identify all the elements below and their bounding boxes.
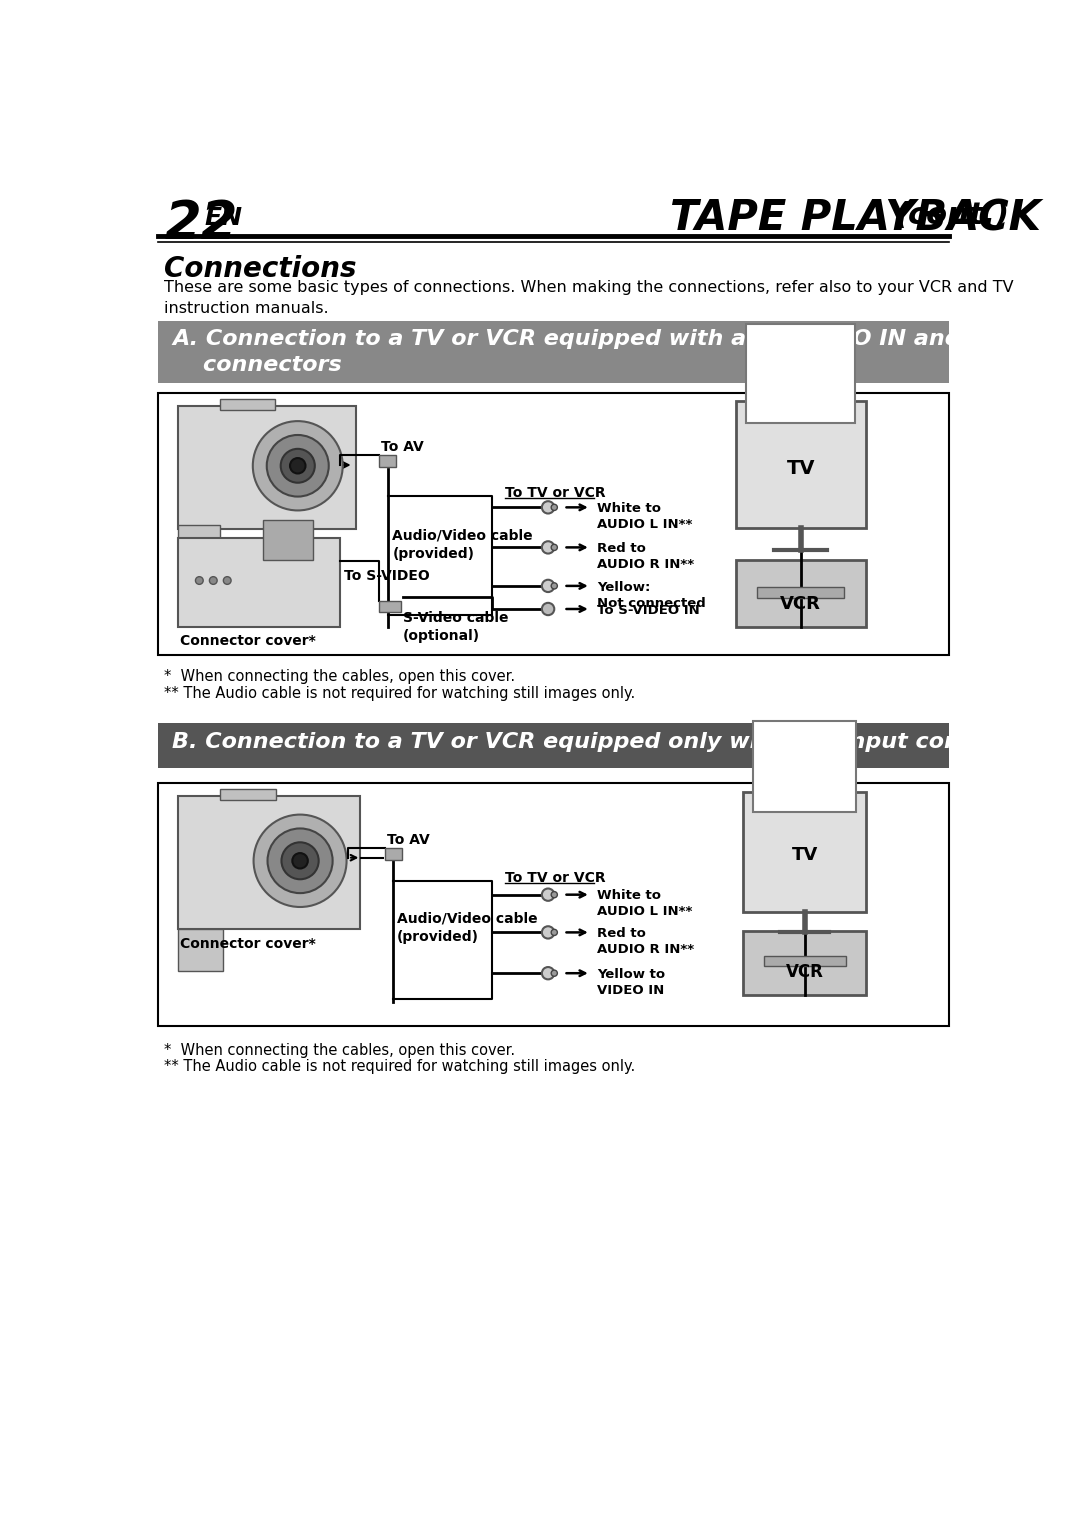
Text: Audio/Video cable
(provided): Audio/Video cable (provided) <box>392 529 532 561</box>
Circle shape <box>293 852 308 869</box>
Circle shape <box>267 435 328 497</box>
Circle shape <box>551 504 557 510</box>
Circle shape <box>542 926 554 938</box>
Text: To AV: To AV <box>387 832 430 848</box>
Bar <box>746 323 855 423</box>
Circle shape <box>195 576 203 584</box>
Bar <box>159 783 948 1026</box>
Circle shape <box>542 967 554 980</box>
Circle shape <box>551 892 557 898</box>
Circle shape <box>551 970 557 977</box>
Bar <box>743 793 866 912</box>
Text: *  When connecting the cables, open this cover.: * When connecting the cables, open this … <box>164 1042 515 1058</box>
Text: Connector cover*: Connector cover* <box>180 937 315 950</box>
Text: To S-VIDEO: To S-VIDEO <box>345 569 430 583</box>
Text: These are some basic types of connections. When making the connections, refer al: These are some basic types of connection… <box>164 281 1014 316</box>
Text: White to
AUDIO L IN**: White to AUDIO L IN** <box>597 501 692 530</box>
Text: VCR: VCR <box>780 595 821 613</box>
Bar <box>735 560 866 627</box>
Text: Red to
AUDIO R IN**: Red to AUDIO R IN** <box>597 927 694 957</box>
Text: 22: 22 <box>164 198 238 250</box>
Text: TAPE PLAYBACK: TAPE PLAYBACK <box>670 198 1041 239</box>
Text: To S-VIDEO IN: To S-VIDEO IN <box>597 604 700 618</box>
Bar <box>384 848 402 860</box>
Circle shape <box>281 449 314 483</box>
Bar <box>177 929 222 970</box>
Text: A. Connection to a TV or VCR equipped with an S-VIDEO IN and A/V input: A. Connection to a TV or VCR equipped wi… <box>172 328 1080 348</box>
Text: *  When connecting the cables, open this cover.: * When connecting the cables, open this … <box>164 668 515 684</box>
Bar <box>177 538 340 627</box>
Text: Connections: Connections <box>164 254 357 282</box>
Text: TV: TV <box>786 460 815 478</box>
Text: S-Video cable
(optional): S-Video cable (optional) <box>403 610 509 642</box>
Bar <box>754 722 855 812</box>
Bar <box>220 789 276 800</box>
Text: VCR: VCR <box>785 963 824 981</box>
Bar <box>159 394 948 655</box>
Bar <box>379 455 396 468</box>
Bar <box>159 724 948 768</box>
Text: White to
AUDIO L IN**: White to AUDIO L IN** <box>597 889 692 918</box>
Text: (cont.): (cont.) <box>894 201 1010 230</box>
Circle shape <box>253 422 342 510</box>
Text: Connector cover*: Connector cover* <box>180 635 315 648</box>
Circle shape <box>542 602 554 615</box>
Text: Yellow to
VIDEO IN: Yellow to VIDEO IN <box>597 967 665 996</box>
Circle shape <box>254 814 347 908</box>
Circle shape <box>542 889 554 901</box>
Text: Red to
AUDIO R IN**: Red to AUDIO R IN** <box>597 543 694 570</box>
Bar <box>743 931 866 995</box>
Bar <box>379 601 401 612</box>
Text: TV: TV <box>792 846 818 865</box>
Bar <box>159 320 948 383</box>
Circle shape <box>542 501 554 514</box>
Text: connectors: connectors <box>172 356 342 376</box>
Circle shape <box>224 576 231 584</box>
Bar <box>177 796 360 929</box>
Circle shape <box>291 458 306 474</box>
Text: To TV or VCR: To TV or VCR <box>505 871 606 885</box>
Circle shape <box>282 842 319 880</box>
Bar <box>177 406 356 529</box>
Bar <box>735 402 866 529</box>
Text: B. Connection to a TV or VCR equipped only with A/V input connectors: B. Connection to a TV or VCR equipped on… <box>172 733 1054 753</box>
Circle shape <box>542 541 554 553</box>
Text: EN: EN <box>205 205 243 230</box>
Circle shape <box>551 583 557 589</box>
Circle shape <box>210 576 217 584</box>
Bar <box>757 587 845 598</box>
Text: To AV: To AV <box>381 440 424 454</box>
Circle shape <box>268 828 333 894</box>
Text: Audio/Video cable
(provided): Audio/Video cable (provided) <box>397 912 538 944</box>
Text: ** The Audio cable is not required for watching still images only.: ** The Audio cable is not required for w… <box>164 685 636 701</box>
Circle shape <box>542 579 554 592</box>
Text: ** The Audio cable is not required for watching still images only.: ** The Audio cable is not required for w… <box>164 1059 636 1075</box>
Bar <box>220 399 274 409</box>
Bar <box>262 520 313 560</box>
Text: To TV or VCR: To TV or VCR <box>505 486 606 500</box>
Text: Yellow:
Not connected: Yellow: Not connected <box>597 581 705 610</box>
Bar <box>764 957 846 966</box>
Circle shape <box>551 544 557 550</box>
Bar <box>177 526 220 567</box>
Circle shape <box>551 929 557 935</box>
